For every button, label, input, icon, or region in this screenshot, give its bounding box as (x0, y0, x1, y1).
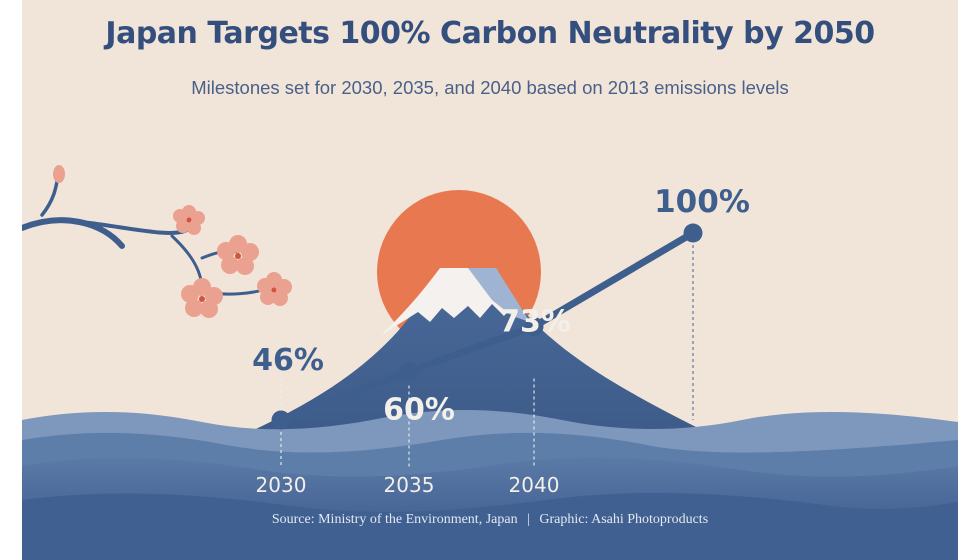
source-text: Source: Ministry of the Environment, Jap… (271, 512, 518, 527)
data-label-2040: 73% (499, 305, 571, 340)
page-title: Japan Targets 100% Carbon Neutrality by … (105, 16, 875, 51)
data-point-2040 (524, 317, 544, 336)
cherry-blossom-branch (22, 165, 292, 318)
x-tick-label-2030: 2030 (256, 473, 307, 497)
data-label-2030: 46% (252, 343, 324, 378)
x-tick-label-2040: 2040 (509, 473, 560, 497)
data-point-2035 (399, 362, 419, 382)
data-label-2050: 100% (654, 184, 750, 220)
ocean-waves (22, 409, 958, 560)
source-credit: Source: Ministry of the Environment, Jap… (22, 512, 958, 528)
x-tick-label-2035: 2035 (384, 473, 435, 497)
chart-illustration: 46% 60% 73% 100% 2030 2035 2040 (22, 165, 958, 560)
page-subtitle: Milestones set for 2030, 2035, and 2040 … (191, 77, 789, 98)
data-point-2030 (271, 410, 291, 430)
mount-fuji (232, 268, 722, 440)
series-line (277, 229, 697, 424)
chart-layer: 46% 60% 73% 100% 2030 2035 2040 (252, 184, 750, 497)
source-separator: | (527, 512, 530, 527)
data-point-2050 (683, 223, 703, 243)
data-label-2035: 60% (383, 393, 455, 428)
graphic-credit: Graphic: Asahi Photoproducts (539, 512, 709, 527)
infographic-panel: 46% 60% 73% 100% 2030 2035 2040 Japan Targets … (22, 0, 958, 560)
